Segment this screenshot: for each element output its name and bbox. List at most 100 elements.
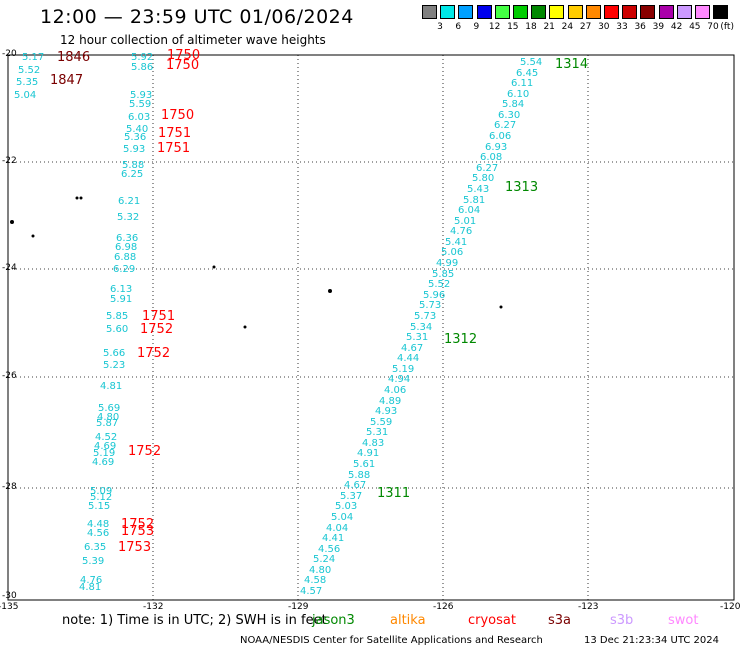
pass-time-label: 1753	[118, 540, 152, 555]
wave-height-value: 5.31	[406, 332, 429, 343]
pass-time-label: 1750	[161, 108, 195, 123]
wave-height-value: 6.30	[498, 110, 521, 121]
longitude-label: -120	[720, 602, 740, 612]
wave-height-value: 6.21	[118, 196, 141, 207]
wave-height-value: 4.57	[300, 586, 323, 597]
legend-swatch	[622, 5, 638, 19]
wave-height-value: 5.32	[117, 212, 140, 223]
wave-height-value: 5.41	[445, 237, 468, 248]
pass-time-label: 1751	[142, 309, 176, 324]
wave-height-value: 5.04	[14, 90, 37, 101]
latitude-label: -22	[2, 156, 17, 166]
legend-swatch	[695, 5, 710, 19]
legend-level: 3	[437, 22, 443, 32]
legend-level: 12	[488, 22, 501, 32]
wave-height-value: 5.93	[130, 90, 153, 101]
legend-swatch	[494, 5, 510, 19]
wave-height-value: 4.81	[79, 582, 102, 593]
map-grid	[8, 55, 734, 600]
wave-height-value: 6.08	[480, 152, 503, 163]
wave-height-value: 5.92	[131, 52, 154, 63]
wave-height-value: 6.27	[476, 163, 499, 174]
pass-time-label: 1312	[444, 332, 478, 347]
wave-height-value: 5.03	[335, 501, 358, 512]
wave-height-value: 6.35	[84, 542, 107, 553]
island-marker	[212, 265, 216, 269]
wave-height-value: 5.23	[103, 360, 126, 371]
legend-swatch	[567, 5, 583, 19]
wave-height-value: 5.43	[467, 184, 490, 195]
wave-height-value: 4.91	[357, 448, 380, 459]
pass-time-label: 1750	[166, 58, 200, 73]
wave-height-value: 5.01	[454, 216, 477, 227]
wave-height-value: 4.06	[384, 385, 407, 396]
wave-height-value: 6.06	[489, 131, 512, 142]
pass-time-label: 1846	[57, 50, 91, 65]
wave-height-value: 5.59	[129, 99, 152, 110]
satellite-legend-s3b: s3b	[610, 613, 634, 628]
wave-height-value: 5.86	[131, 62, 154, 73]
longitude-label: -126	[433, 602, 454, 612]
wave-height-value: 4.93	[375, 406, 398, 417]
legend-swatch	[531, 5, 547, 19]
longitude-label: -123	[578, 602, 599, 612]
satellite-legend-s3a: s3a	[548, 613, 572, 628]
wave-height-value: 5.69	[98, 403, 121, 414]
legend-swatch	[658, 5, 674, 19]
wave-height-value: 4.04	[326, 523, 349, 534]
wave-height-value: 5.19	[93, 448, 116, 459]
legend-level: 70	[707, 22, 719, 32]
wave-height-value: 4.81	[100, 381, 123, 392]
legend-swatch	[549, 5, 565, 19]
wave-height-value: 5.52	[18, 65, 41, 76]
island-marker	[243, 325, 247, 329]
wave-height-value: 4.69	[94, 441, 117, 452]
wave-height-value: 4.52	[95, 432, 118, 443]
longitude-label: -132	[143, 602, 164, 612]
wave-height-value: 5.06	[441, 247, 464, 258]
wave-height-value: 5.91	[110, 294, 133, 305]
pass-time-label: 1751	[157, 141, 191, 156]
island-marker	[79, 196, 83, 200]
island-markers	[10, 196, 503, 329]
pass-time-label: 1752	[137, 346, 171, 361]
wave-height-value: 6.45	[516, 68, 539, 79]
longitude-label: -129	[288, 602, 309, 612]
legend-swatch	[676, 5, 692, 19]
wave-height-value: 6.27	[494, 120, 517, 131]
satellite-legend-jason3: jason3	[312, 613, 355, 628]
pass-time-label: 1314	[555, 57, 589, 72]
legend-level: 33	[616, 22, 628, 32]
footer-organization: NOAA/NESDIS Center for Satellite Applica…	[240, 635, 543, 646]
map-frame	[7, 54, 735, 601]
island-marker	[328, 289, 332, 293]
pass-time-label: 1847	[50, 73, 84, 88]
wave-height-value: 5.73	[419, 300, 442, 311]
wave-height-value: 6.36	[116, 233, 139, 244]
wave-height-value: 6.03	[128, 112, 151, 123]
wave-height-value: 6.11	[511, 78, 534, 89]
wave-height-value: 4.76	[80, 575, 103, 586]
wave-height-value: 6.25	[121, 169, 144, 180]
legend-level: 9	[473, 22, 480, 32]
island-marker	[10, 220, 14, 224]
wave-height-value: 5.24	[313, 554, 336, 565]
pass-time-label: 1751	[158, 126, 192, 141]
wave-height-value: 5.52	[428, 279, 451, 290]
latitude-label: -30	[2, 591, 17, 601]
wave-height-value: 5.09	[90, 486, 113, 497]
wave-height-value: 5.87	[96, 418, 119, 429]
page-title: 12:00 — 23:59 UTC 01/06/2024	[40, 6, 354, 28]
legend-level: 42	[670, 22, 683, 32]
satellite-legend-cryosat: cryosat	[468, 613, 516, 628]
wave-height-value: 4.58	[304, 575, 327, 586]
wave-height-value: 4.89	[379, 396, 402, 407]
legend-level: 36	[634, 22, 646, 32]
legend-level: 30	[598, 22, 610, 32]
wave-height-value: 4.67	[344, 480, 367, 491]
latitude-label: -20	[2, 49, 17, 59]
pass-time-label: 1313	[505, 180, 539, 195]
wave-height-value: 4.41	[322, 533, 345, 544]
latitude-label: -26	[2, 371, 17, 381]
wave-height-value: 5.19	[392, 364, 415, 375]
